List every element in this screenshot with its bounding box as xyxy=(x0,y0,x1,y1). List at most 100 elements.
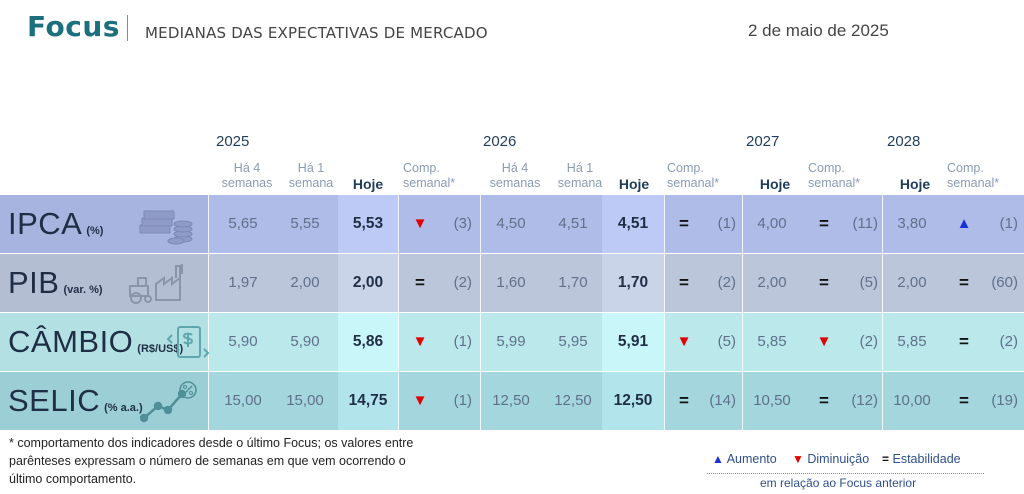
value-2027-hoje: 5,85 xyxy=(757,333,787,350)
value-2025-ha1: 5,90 xyxy=(290,333,320,350)
row-band xyxy=(942,372,1024,430)
weeks-2025: (1) xyxy=(453,392,472,409)
column-divider xyxy=(398,313,399,371)
row-band xyxy=(802,195,882,253)
row-band xyxy=(664,372,742,430)
value-2028-hoje: 3,80 xyxy=(897,215,927,232)
value-2026-hoje: 1,70 xyxy=(617,274,649,291)
equals-icon: = xyxy=(819,273,829,292)
value-2025-hoje: 14,75 xyxy=(348,392,388,409)
row-band xyxy=(882,254,942,312)
row-band xyxy=(338,195,398,253)
value-2026-ha4: 4,50 xyxy=(496,215,526,232)
weeks-2025: (2) xyxy=(453,274,472,291)
weeks-2027: (5) xyxy=(859,274,878,291)
indicator-title: IPCA xyxy=(8,206,83,241)
up-triangle-icon: ▲ xyxy=(956,215,972,232)
col-header-comp: Comp. semanal* xyxy=(667,161,720,190)
value-2026-hoje: 5,91 xyxy=(617,333,649,350)
value-2025-ha1: 2,00 xyxy=(290,274,320,291)
column-divider xyxy=(882,195,883,253)
weeks-2028: (60) xyxy=(991,274,1018,291)
col-header-hoje: Hoje xyxy=(618,176,650,192)
exchange-dollar-icon xyxy=(166,321,226,365)
factory-tractor-icon xyxy=(128,262,188,306)
weeks-2028: (1) xyxy=(999,215,1018,232)
weeks-2026: (2) xyxy=(717,274,736,291)
row-band xyxy=(480,372,602,430)
legend-estabilidade-label: Estabilidade xyxy=(892,452,961,466)
row-band xyxy=(602,254,664,312)
col-header-ha1: Há 1 semana xyxy=(557,161,603,190)
column-divider xyxy=(398,254,399,312)
row-band xyxy=(0,372,208,430)
weeks-2026: (1) xyxy=(717,215,736,232)
row-band xyxy=(802,254,882,312)
row-band xyxy=(480,195,602,253)
value-2025-ha1: 15,00 xyxy=(286,392,324,409)
row-band xyxy=(742,313,802,371)
value-2027-hoje: 2,00 xyxy=(757,274,787,291)
column-divider xyxy=(882,254,883,312)
indicator-unit: (%) xyxy=(86,225,104,237)
row-band xyxy=(480,313,602,371)
value-2025-hoje: 2,00 xyxy=(352,274,384,291)
equals-icon: = xyxy=(959,391,969,410)
equals-icon: = xyxy=(819,391,829,410)
value-2028-hoje: 10,00 xyxy=(893,392,931,409)
row-band xyxy=(664,254,742,312)
weeks-2025: (1) xyxy=(453,333,472,350)
indicator-name: CÂMBIO (R$/US$) xyxy=(8,313,183,371)
header-divider xyxy=(127,15,128,41)
indicator-unit: (% a.a.) xyxy=(104,402,143,414)
value-2026-ha1: 5,95 xyxy=(558,333,588,350)
column-divider xyxy=(664,313,665,371)
row-band xyxy=(480,254,602,312)
year-label-2026: 2026 xyxy=(483,133,517,150)
percent-chart-icon xyxy=(139,380,200,424)
value-2027-hoje: 10,50 xyxy=(753,392,791,409)
col-header-ha1: Há 1 semana xyxy=(288,161,334,190)
indicator-row-cambio: CÂMBIO (R$/US$) 5,90 5,90 5,86 ▼ (1) 5,99 5,95 5… xyxy=(0,313,1024,371)
column-divider xyxy=(208,372,209,430)
row-band xyxy=(208,313,338,371)
legend-estabilidade: = Estabilidade xyxy=(882,452,961,466)
indicator-unit: (var. %) xyxy=(63,284,103,296)
down-triangle-icon: ▼ xyxy=(676,333,692,350)
year-label-2028: 2028 xyxy=(887,133,921,150)
indicator-row-selic: SELIC (% a.a.) 15,00 15,00 14,75 ▼ (1) 12,50 12… xyxy=(0,372,1024,430)
indicator-row-ipca: IPCA (%) 5,65 5,55 5,53 ▼ (3) 4,50 4,51 4,51 = (1)… xyxy=(0,195,1024,253)
row-band xyxy=(602,313,664,371)
row-band xyxy=(942,313,1024,371)
column-divider xyxy=(480,372,481,430)
value-2026-ha1: 1,70 xyxy=(558,274,588,291)
row-band xyxy=(338,313,398,371)
row-band xyxy=(802,372,882,430)
indicator-name: IPCA (%) xyxy=(8,195,103,253)
down-triangle-icon: ▼ xyxy=(792,452,804,466)
value-2025-ha4: 15,00 xyxy=(224,392,262,409)
year-label-2025: 2025 xyxy=(216,133,250,150)
value-2025-ha4: 5,65 xyxy=(228,215,258,232)
column-divider xyxy=(742,372,743,430)
col-header-comp: Comp. semanal* xyxy=(947,161,1000,190)
down-triangle-icon: ▼ xyxy=(412,215,428,232)
value-2026-ha4: 5,99 xyxy=(496,333,526,350)
column-divider xyxy=(742,254,743,312)
footnote: * comportamento dos indicadores desde o … xyxy=(9,436,414,486)
value-2025-ha1: 5,55 xyxy=(290,215,320,232)
weeks-2027: (12) xyxy=(851,392,878,409)
value-2025-ha4: 1,97 xyxy=(228,274,258,291)
column-divider xyxy=(398,195,399,253)
row-band xyxy=(398,195,480,253)
row-band xyxy=(882,372,942,430)
legend-aumento-label: Aumento xyxy=(726,452,777,466)
value-2027-hoje: 4,00 xyxy=(757,215,787,232)
weeks-2027: (11) xyxy=(852,215,878,232)
row-band xyxy=(398,313,480,371)
weeks-2028: (2) xyxy=(999,333,1018,350)
up-triangle-icon: ▲ xyxy=(712,452,724,466)
row-band xyxy=(942,195,1024,253)
column-divider xyxy=(882,372,883,430)
column-divider xyxy=(208,313,209,371)
